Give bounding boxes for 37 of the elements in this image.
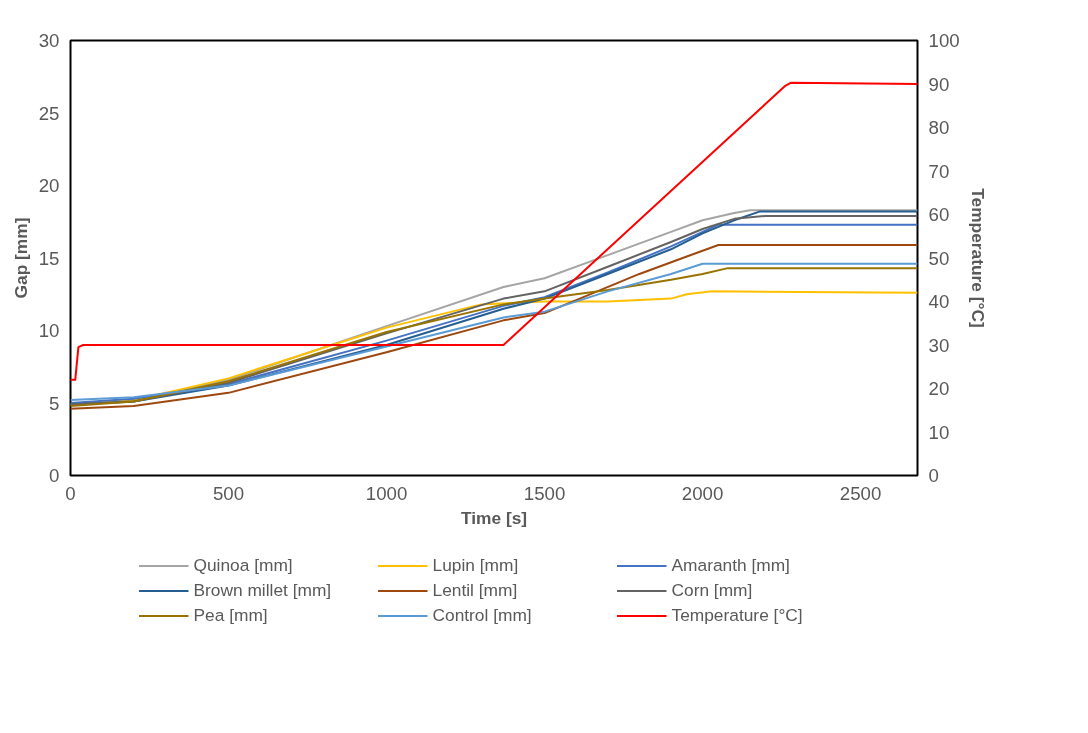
y2-tick-label: 40 [928,291,950,312]
y-tick-label: 30 [38,30,60,51]
y2-tick-label: 60 [928,204,950,225]
y-tick-label: 0 [49,465,60,486]
x-tick-label: 500 [212,482,245,504]
legend-label: Control [mm] [432,604,533,626]
x-tick-label: 1000 [365,482,408,504]
y-tick-label: 20 [38,175,60,196]
y-axis-title: Gap [mm] [10,217,31,299]
y2-tick-label: 0 [928,465,939,486]
y-tick-label: 10 [38,320,60,341]
y2-tick-label: 20 [928,378,950,399]
legend-label: Lupin [mm] [432,554,520,576]
legend-label: Corn [mm] [671,579,754,601]
legend-label: Quinoa [mm] [193,554,294,576]
line-series [70,81,918,381]
x-tick-label: 1500 [523,482,566,504]
y-tick-label: 15 [38,247,60,269]
legend-label: Pea [mm] [193,604,269,626]
y2-tick-label: 50 [928,247,950,269]
y-tick-label: 25 [38,102,60,124]
x-tick-label: 2500 [839,482,882,504]
y2-tick-label: 100 [928,30,960,51]
y2-tick-label: 30 [928,334,950,356]
legend-label: Brown millet [mm] [193,579,333,601]
y2-tick-label: 70 [928,160,950,182]
legend-label: Temperature [°C] [671,604,804,626]
x-axis-title: Time [s] [460,507,528,528]
x-tick-label: 0 [65,482,76,504]
y2-tick-label: 80 [928,117,950,138]
y2-axis-title: Temperature [°C] [967,188,988,328]
x-tick-label: 2000 [681,482,724,504]
y2-tick-label: 90 [928,73,950,95]
y2-tick-label: 10 [928,421,950,443]
y-tick-label: 5 [49,392,60,414]
legend-label: Amaranth [mm] [671,554,791,576]
legend-label: Lentil [mm] [432,579,519,601]
